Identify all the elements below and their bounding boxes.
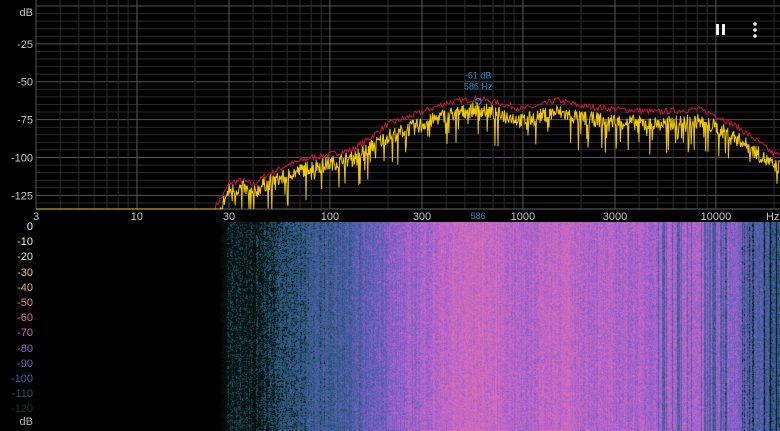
colorbar-tick-label: -10 (17, 236, 33, 249)
pause-icon (716, 24, 725, 35)
x-tick-label: 100 (321, 211, 339, 222)
colorbar-tick-label: -100 (10, 373, 33, 385)
x-axis-ticks: 3 10 30 100 300 1000 3000 10000 (33, 211, 731, 222)
y-tick-label: -50 (17, 77, 33, 89)
grid (35, 0, 780, 210)
y-tick-label: -25 (17, 39, 33, 51)
x-axis-label: Hz (766, 211, 779, 222)
colorbar-tick-label: -90 (17, 357, 33, 370)
colorbar-tick-label: -120 (10, 403, 33, 416)
y-axis-ticks: -25 -50 -75 -100 -125 (11, 39, 33, 202)
colorbar-tick-label: -40 (17, 281, 33, 294)
x-tick-label: 30 (223, 211, 235, 222)
y-tick-label: -125 (11, 190, 33, 202)
y-tick-label: -75 (17, 115, 33, 127)
x-tick-label: 3 (33, 211, 39, 222)
colorbar-tick-label: -80 (17, 342, 33, 355)
colorbar-tick-label: -20 (17, 251, 33, 264)
more-vertical-icon (753, 22, 757, 38)
spectrum-chart: -25 -50 -75 -100 -125 3 10 30 100 300 1000 3000 100… (11, 0, 780, 222)
colorbar-tick-label: -50 (17, 297, 33, 309)
peak-db-label: -61 dB (465, 70, 492, 80)
pause-button[interactable] (711, 20, 731, 40)
peak-hz-label: 586 Hz (464, 81, 493, 91)
x-tick-label: 3000 (603, 211, 627, 222)
colorbar-tick-label: -70 (17, 327, 33, 340)
colorbar-tick-label: 0 (26, 221, 33, 233)
colorbar-tick-label: -30 (17, 266, 33, 279)
x-tick-label: 10 (131, 211, 143, 222)
more-options-button[interactable] (745, 20, 765, 40)
peak-marker-circle (474, 97, 482, 105)
spectrogram (36, 222, 780, 431)
colorbar-unit-label: dB (19, 416, 33, 428)
peak-axis-label: 586 (471, 211, 486, 221)
x-tick-label: 300 (413, 211, 431, 222)
x-tick-label: 10000 (701, 211, 732, 222)
y-tick-label: -100 (11, 152, 33, 164)
y-axis-label: dB (20, 7, 33, 19)
series-line-peak-hold (213, 94, 780, 210)
peak-marker: -61 dB 586 Hz 586 (464, 70, 493, 221)
colorbar-tick-label: -110 (11, 388, 33, 401)
series (36, 94, 780, 210)
colorbar-tick-label: -60 (17, 312, 33, 325)
x-tick-label: 1000 (511, 211, 535, 222)
series-line-live (36, 101, 780, 210)
